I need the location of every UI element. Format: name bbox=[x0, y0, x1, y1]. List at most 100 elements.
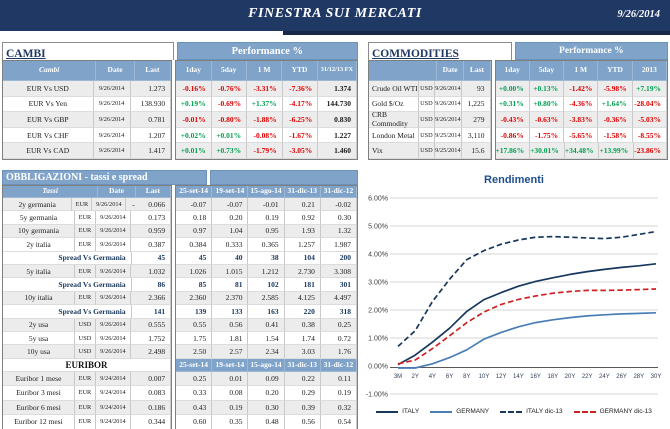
cambi-row: EUR Vs GBP 9/26/2014 0.781 bbox=[3, 112, 172, 128]
x-tick-label: 24Y bbox=[599, 374, 610, 380]
col-header-19-set-14: 19-set-14 bbox=[212, 186, 249, 198]
last-cell: 0.781 bbox=[130, 112, 172, 128]
col-header-YTD: YTD bbox=[598, 61, 633, 81]
x-tick-label: 10Y bbox=[479, 374, 490, 380]
perf-cell: -8.55% bbox=[632, 127, 667, 144]
value-cell: 0.365 bbox=[248, 238, 285, 252]
bond-name: 10y italia bbox=[3, 291, 76, 306]
chart-title: Rendimenti bbox=[484, 174, 544, 186]
bond-values-row: 1.75 1.81 1.54 1.74 0.72 bbox=[176, 331, 358, 346]
last-cell: 2.498 bbox=[131, 345, 172, 359]
euribor-name: Euribor 3 mesi bbox=[3, 386, 76, 401]
commodities-table: COMMODITIES Performance % Date Last Crude … bbox=[368, 42, 668, 160]
euribor-row: Euribor 3 mesi EUR 9/24/2014 0.083 bbox=[3, 386, 172, 401]
spread-value: 38 bbox=[248, 251, 285, 265]
value-cell: 0.39 bbox=[284, 400, 321, 416]
perf-cell: +0.73% bbox=[211, 143, 248, 159]
date-cell: 9/26/2014 bbox=[93, 127, 131, 144]
commodities-row: CRB Commodity USD 9/26/2014 279 bbox=[369, 110, 491, 128]
spread-value: 318 bbox=[320, 305, 358, 319]
col-header-31-dic-13: 31-dic-13 bbox=[284, 358, 321, 372]
col-header-fx: 31/12/13 FX bbox=[317, 61, 358, 81]
value-cell: 0.38 bbox=[284, 318, 321, 332]
perf-cell: +0.19% bbox=[176, 96, 212, 113]
date-cell: 9/24/2014 bbox=[95, 371, 131, 387]
currency-cell: EUR bbox=[75, 386, 96, 401]
value-cell: 0.20 bbox=[212, 211, 249, 225]
series-line-italy bbox=[397, 262, 657, 366]
perf-cell: -1.75% bbox=[529, 127, 565, 144]
date-cell: 9/26/2014 bbox=[95, 345, 131, 359]
x-tick-label: 14Y bbox=[513, 374, 524, 380]
value-cell: 0.72 bbox=[320, 331, 358, 346]
date-cell: 9/26/2014 bbox=[435, 96, 462, 113]
bond-row: 10y germania EUR 9/26/2014 0.959 bbox=[3, 224, 172, 239]
commodity-name: Crude Oil WTI bbox=[369, 81, 419, 97]
euribor-dates-header-row: 25-set-14 19-set-14 15-ago-14 31-dic-13 31-d… bbox=[176, 358, 358, 372]
commodities-perf-row: +0.00% +0.13% -1.42% -5.98% +7.19% bbox=[495, 81, 668, 97]
perf-cell: -28.04% bbox=[632, 96, 667, 113]
fx-cell: 1.374 bbox=[318, 81, 358, 97]
spread-value: 45 bbox=[176, 251, 213, 265]
obbligazioni-title-fill bbox=[209, 170, 358, 185]
last-cell: 1.273 bbox=[130, 81, 172, 97]
perf-cell: +0.13% bbox=[529, 81, 565, 97]
series-line-germany-dic-13 bbox=[397, 288, 657, 365]
x-tick-label: 16Y bbox=[530, 374, 541, 380]
last-cell: 0.959 bbox=[131, 224, 172, 239]
spread-value: 301 bbox=[320, 278, 358, 292]
spread-value: 102 bbox=[248, 278, 285, 292]
euribor-values-row: 0.43 0.19 0.30 0.39 0.32 bbox=[176, 400, 358, 416]
value-cell: 0.43 bbox=[176, 400, 213, 416]
last-cell: 93 bbox=[461, 81, 491, 97]
perf-cell: -7.36% bbox=[282, 81, 319, 97]
date-cell: 9/26/2014 bbox=[93, 96, 131, 113]
cambi-row: EUR Vs Yen 9/26/2014 138.930 bbox=[3, 96, 172, 113]
y-tick-label: -1.00% bbox=[366, 392, 388, 399]
date-cell: 9/26/2014 bbox=[95, 238, 131, 252]
last-cell: 0.186 bbox=[131, 400, 172, 416]
value-cell: 0.22 bbox=[284, 371, 321, 387]
value-cell: -0.07 bbox=[212, 198, 249, 212]
y-tick-label: 5.00% bbox=[368, 224, 388, 231]
currency-pair: EUR Vs GBP bbox=[3, 112, 94, 128]
currency-cell: USD bbox=[75, 345, 96, 359]
euribor-row: Euribor 1 mese EUR 9/24/2014 0.007 bbox=[3, 371, 172, 387]
value-cell: 1.212 bbox=[248, 264, 285, 279]
currency-cell: USD bbox=[418, 112, 436, 128]
date-cell: 9/24/2014 bbox=[95, 386, 131, 401]
value-cell: 2.50 bbox=[176, 345, 213, 359]
perf-cell: -6.25% bbox=[282, 112, 319, 128]
value-cell: -0.01 bbox=[248, 198, 285, 212]
perf-cell: -0.01% bbox=[176, 112, 212, 128]
date-cell: 9/26/2014 bbox=[95, 211, 131, 225]
obbligazioni-header-row: Tassi Date Last bbox=[3, 186, 172, 198]
x-tick-label: 18Y bbox=[547, 374, 558, 380]
value-cell: 1.32 bbox=[320, 224, 358, 239]
currency-cell: EUR bbox=[75, 291, 96, 306]
value-cell: 0.55 bbox=[176, 318, 213, 332]
currency-cell: USD bbox=[418, 81, 436, 97]
cambi-perf-row: -0.16% -0.76% -3.31% -7.36% 1.374 bbox=[176, 81, 358, 97]
date-cell: 9/26/2014 bbox=[93, 143, 131, 159]
bond-name: 5y usa bbox=[3, 331, 76, 346]
cambi-performance-header: Performance % bbox=[176, 42, 358, 60]
bond-row: 2y germania EUR 9/26/2014- 0.066 bbox=[3, 198, 172, 212]
value-cell: 2.585 bbox=[248, 291, 285, 306]
value-cell: 0.92 bbox=[284, 211, 321, 225]
fx-cell: 0.830 bbox=[318, 112, 358, 128]
commodity-name: CRB Commodity bbox=[369, 110, 419, 128]
value-cell: 0.95 bbox=[248, 224, 285, 239]
currency-cell: EUR bbox=[72, 198, 93, 212]
bond-name: 5y italia bbox=[3, 264, 76, 279]
perf-cell: -5.65% bbox=[564, 127, 599, 144]
last-cell: 0.387 bbox=[131, 238, 172, 252]
bond-name: 2y usa bbox=[3, 318, 76, 332]
obbligazioni-table: OBBLIGAZIONI - tassi e spread Tassi Date L… bbox=[2, 170, 358, 429]
bond-values-row: 2.50 2.57 2.34 3.03 1.76 bbox=[176, 345, 358, 359]
perf-cell: +1.37% bbox=[247, 96, 283, 113]
y-tick-label: 6.00% bbox=[368, 196, 388, 203]
perf-cell: +13.99% bbox=[599, 143, 635, 159]
date-cell: 9/26/2014 bbox=[435, 81, 462, 97]
